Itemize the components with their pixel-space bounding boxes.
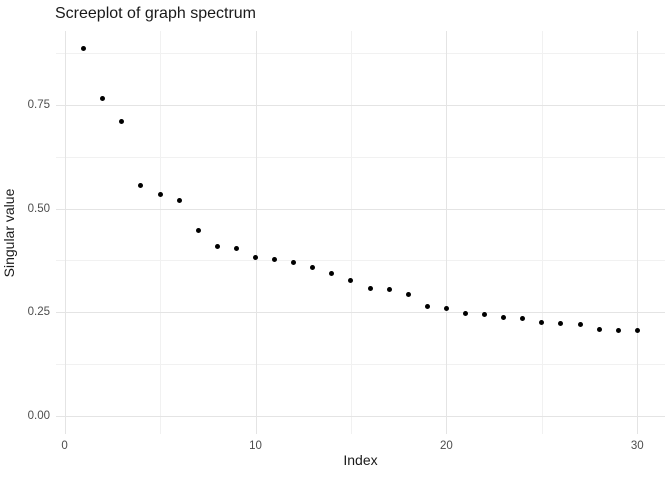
gridline-minor-h	[56, 260, 665, 261]
data-point	[577, 322, 583, 328]
gridline-minor-v	[351, 31, 352, 434]
gridline-minor-h	[56, 53, 665, 54]
gridline-major-v	[256, 31, 257, 434]
gridline-minor-h	[56, 157, 665, 158]
gridline-major-h	[56, 312, 665, 313]
chart-title: Screeplot of graph spectrum	[55, 5, 256, 22]
y-axis-title: Singular value	[1, 188, 17, 277]
plot-panel	[56, 31, 665, 434]
x-tick-label: 10	[249, 440, 262, 452]
gridline-major-h	[56, 416, 665, 417]
data-point	[214, 243, 220, 249]
gridline-major-v	[637, 31, 638, 434]
data-point	[100, 95, 106, 101]
gridline-major-v	[65, 31, 66, 434]
y-tick-label: 0.75	[27, 98, 50, 111]
x-tick-label: 0	[61, 440, 68, 452]
data-point	[233, 246, 239, 252]
data-point	[272, 256, 278, 262]
data-point	[501, 314, 507, 320]
data-point	[348, 278, 354, 284]
data-point	[463, 310, 468, 316]
gridline-minor-v	[542, 31, 543, 434]
data-point	[157, 191, 163, 197]
data-point	[405, 291, 411, 297]
data-point	[539, 319, 545, 325]
data-point	[482, 312, 488, 318]
data-point	[615, 327, 621, 333]
gridline-major-v	[446, 31, 447, 434]
x-axis-title: Index	[343, 452, 378, 468]
data-point	[310, 264, 316, 270]
y-tick-label: 0.50	[27, 202, 50, 215]
gridline-major-h	[56, 209, 665, 210]
data-point	[367, 286, 373, 292]
gridline-minor-v	[160, 31, 161, 434]
data-point	[81, 46, 87, 52]
gridline-minor-h	[56, 364, 665, 365]
data-point	[443, 306, 449, 312]
data-point	[596, 326, 602, 332]
data-point	[329, 270, 335, 276]
data-point	[386, 286, 392, 292]
data-point	[291, 259, 297, 265]
data-point	[176, 197, 182, 203]
data-point	[424, 304, 430, 310]
data-point	[558, 320, 564, 326]
data-point	[253, 254, 258, 260]
gridline-major-h	[56, 105, 665, 106]
y-tick-label: 0.00	[27, 409, 50, 422]
x-tick-label: 30	[630, 440, 644, 452]
data-point	[119, 119, 125, 125]
data-point	[634, 328, 640, 334]
data-point	[520, 316, 526, 322]
y-tick-label: 0.25	[27, 306, 50, 319]
x-tick-label: 20	[440, 440, 453, 452]
data-point	[195, 227, 201, 233]
data-point	[138, 182, 144, 188]
